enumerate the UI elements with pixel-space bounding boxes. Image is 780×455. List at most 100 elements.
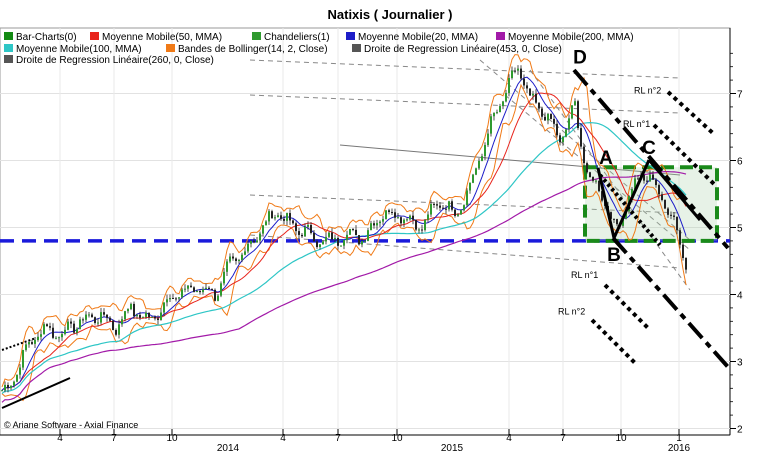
candle-body (277, 215, 279, 218)
legend-label: Moyenne Mobile(50, MMA) (102, 32, 222, 43)
candle-body (301, 234, 303, 237)
legend-swatch (496, 32, 505, 40)
candle-body (169, 298, 171, 300)
candle-body (457, 214, 459, 216)
candle-body (145, 312, 147, 317)
candle-body (391, 212, 393, 214)
candle-body (91, 314, 93, 318)
candle-body (538, 102, 540, 109)
candle-body (385, 210, 387, 219)
candle-body (4, 384, 6, 391)
candle-body (535, 93, 537, 103)
candle-body (121, 319, 123, 325)
candle-body (289, 213, 291, 221)
candle-body (226, 261, 228, 272)
candle-body (358, 235, 360, 245)
candle-body (271, 211, 273, 219)
candle-body (589, 172, 591, 178)
x-tick-label: 7 (335, 433, 341, 444)
candle-body (130, 303, 132, 310)
candle-body (421, 229, 423, 231)
candle-body (37, 336, 39, 340)
candle-body (595, 180, 597, 182)
candle-body (616, 219, 618, 225)
legend-swatch (346, 32, 355, 40)
candle-body (319, 244, 321, 248)
candle-body (265, 221, 267, 226)
candle-body (256, 240, 258, 243)
candle-body (64, 329, 66, 335)
candle-body (43, 324, 45, 335)
candle-body (334, 237, 336, 240)
early-support-line (1, 377, 71, 409)
candle-body (172, 298, 174, 300)
candle-body (253, 240, 255, 243)
legend-swatch (4, 55, 13, 63)
candle-body (49, 326, 51, 328)
candle-body (166, 299, 168, 303)
x-axis: 4 7 10 4 7 10 4 7 10 1 2014 2015 2016 (0, 429, 730, 454)
candle-body (10, 385, 12, 389)
x-year-label: 2015 (441, 443, 464, 454)
candle-body (508, 78, 510, 93)
candle-body (328, 232, 330, 237)
trendline-b-c (612, 159, 651, 239)
candle-body (466, 190, 468, 206)
candle-body (544, 116, 546, 121)
candle-body (625, 211, 627, 219)
legend: Bar-Charts(0) Moyenne Mobile(50, MMA) Chan… (4, 32, 634, 66)
annotations: A B C D RL n°2 RL n°1 RL n°1 RL n°2 (558, 47, 661, 316)
trendline-d-main (572, 68, 730, 250)
candle-body (13, 381, 15, 386)
candle-body (115, 330, 117, 335)
candle-body (160, 312, 162, 320)
candle-body (679, 230, 681, 245)
candle-body (526, 85, 528, 89)
trendline-lower-main (611, 236, 730, 369)
legend-label: Moyenne Mobile(200, MMA) (508, 32, 634, 43)
y-tick-label: 4 (737, 291, 743, 302)
candle-body (637, 178, 639, 180)
candle-body (1, 390, 3, 392)
candle-body (499, 106, 501, 113)
legend-swatch (166, 44, 175, 52)
candle-body (520, 68, 522, 79)
grid (0, 28, 730, 435)
candle-body (574, 101, 576, 106)
y-tick-label: 6 (737, 157, 743, 168)
candle-body (469, 182, 471, 191)
candle-body (217, 295, 219, 301)
candle-body (214, 289, 216, 301)
candle-body (406, 219, 408, 221)
candle-body (58, 337, 60, 339)
candle-body (532, 93, 534, 96)
candle-body (601, 191, 603, 201)
candle-body (355, 229, 357, 236)
candle-body (424, 219, 426, 231)
rl2-lower-dotted (590, 318, 638, 366)
regression-line-3 (339, 144, 681, 176)
candle-body (76, 328, 78, 333)
candle-body (19, 367, 21, 375)
candle-body (622, 218, 624, 226)
candle-body (676, 216, 678, 231)
rl2-upper-dotted (666, 90, 717, 137)
x-tick-label: 10 (615, 433, 627, 444)
candle-body (502, 101, 504, 107)
x-year-label: 2016 (668, 443, 691, 454)
legend-label: Moyenne Mobile(100, MMA) (16, 44, 142, 55)
candle-body (46, 324, 48, 327)
legend-swatch (4, 44, 13, 52)
ma200-line (1, 171, 687, 403)
legend-label: Moyenne Mobile(20, MMA) (358, 32, 478, 43)
candle-body (97, 322, 99, 324)
candle-body (313, 232, 315, 242)
candle-body (307, 224, 309, 227)
candle-body (268, 211, 270, 222)
candle-body (565, 129, 567, 137)
candle-body (112, 320, 114, 331)
candle-body (433, 203, 435, 205)
copyright-text: © Ariane Software - Axial Finance (4, 420, 138, 430)
candle-body (418, 229, 420, 231)
candle-body (451, 201, 453, 210)
